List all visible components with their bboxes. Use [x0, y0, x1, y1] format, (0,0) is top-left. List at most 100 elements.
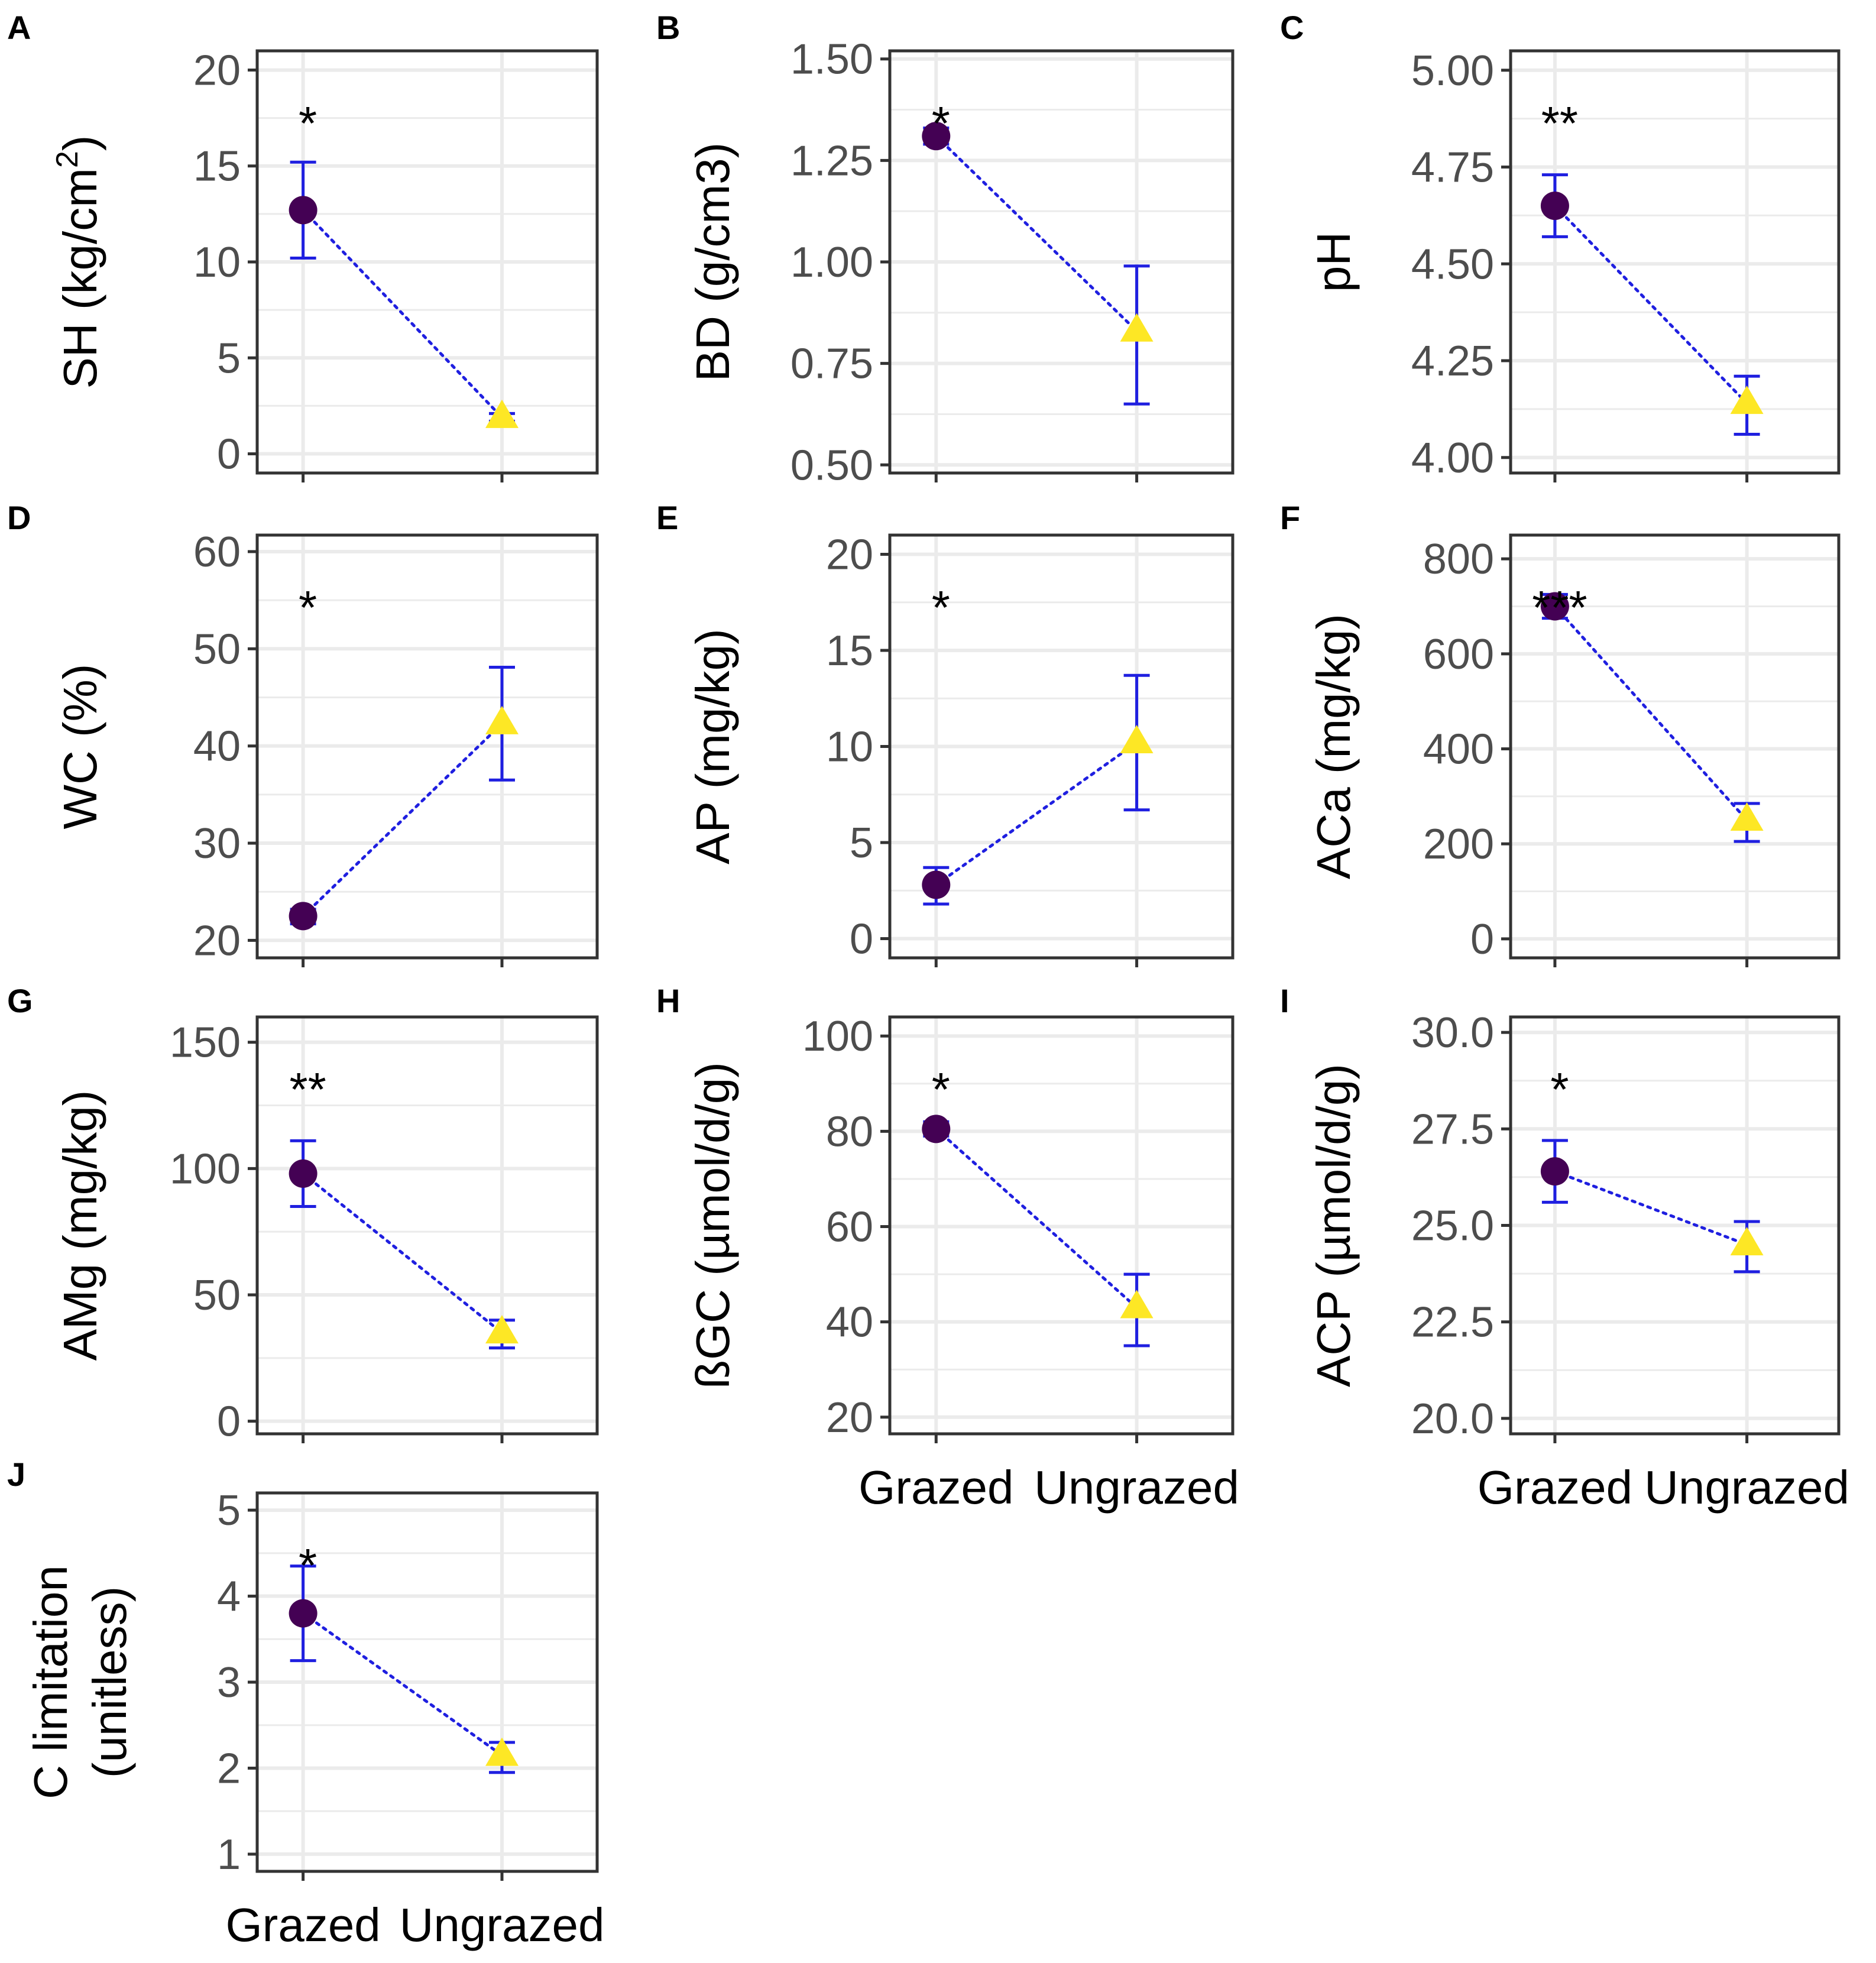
- y-axis-title-superscript: 2: [50, 151, 85, 168]
- y-tick-label: 15: [826, 627, 873, 675]
- significance-label: *: [299, 1539, 317, 1592]
- y-tick-label: 50: [193, 626, 241, 673]
- y-tick-label: 0.50: [790, 442, 873, 489]
- panel-c: 4.00 4.25 4.50 4.75 5.00 pH C **: [1280, 9, 1841, 482]
- y-tick-label: 20: [826, 1394, 873, 1442]
- panel-letter: D: [7, 499, 31, 536]
- plot-background: [1511, 51, 1839, 473]
- point-ungrazed: [1730, 386, 1764, 414]
- y-axis-title: BD (g/cm3): [686, 142, 739, 382]
- panel-g: 0 50 100 150 AMg (mg/kg) G **: [7, 982, 599, 1446]
- point-grazed: [289, 1159, 317, 1188]
- connector-line: [302, 1172, 504, 1334]
- significance-label: *: [932, 581, 950, 634]
- y-tick-label: 4.50: [1411, 241, 1494, 288]
- y-tick-label: 4.75: [1411, 144, 1494, 192]
- y-tick-label: 60: [826, 1204, 873, 1251]
- point-grazed: [289, 1599, 317, 1628]
- panel-b: 0.50 0.75 1.00 1.25 1.50 BD (g/cm3) B *: [656, 9, 1235, 489]
- point-grazed: [922, 870, 951, 899]
- y-tick-label: 1.00: [790, 239, 873, 286]
- panel-j: 1 2 3 4 5 Grazed Ungrazed C limitation (unitless…: [7, 1456, 604, 1951]
- y-axis-title: pH: [1307, 232, 1360, 292]
- y-tick-label: 30.0: [1411, 1009, 1494, 1057]
- y-axis-title: AMg (mg/kg): [54, 1090, 106, 1361]
- panel-border: [255, 1491, 599, 1873]
- significance-label: **: [289, 1063, 326, 1116]
- connector-line: [934, 741, 1139, 886]
- point-grazed: [922, 122, 951, 151]
- connector-line: [1553, 1170, 1749, 1246]
- y-tick-label: 4.25: [1411, 338, 1494, 385]
- connector-line: [302, 722, 504, 918]
- y-axis-title: ACP (µmol/d/g): [1307, 1064, 1360, 1387]
- panel-letter: A: [7, 9, 31, 46]
- point-ungrazed: [485, 1315, 519, 1344]
- y-axis-title-main: SH (kg/cm: [54, 168, 106, 388]
- connector-line: [934, 1127, 1139, 1309]
- y-tick-label: 27.5: [1411, 1106, 1494, 1153]
- significance-label: *: [932, 1063, 950, 1116]
- significance-label: *: [299, 97, 317, 150]
- y-tick-label: 1: [217, 1831, 241, 1878]
- panel-border: [888, 49, 1235, 475]
- panel-letter: J: [7, 1456, 25, 1493]
- panel-d: 20 30 40 50 60 WC (%) D *: [7, 499, 599, 967]
- y-tick-label: 20: [193, 47, 241, 94]
- plot-background: [257, 1017, 597, 1434]
- y-tick-label: 600: [1423, 631, 1494, 678]
- connector-line: [302, 1612, 504, 1757]
- panel-border: [255, 1015, 599, 1436]
- y-tick-label: 10: [193, 239, 241, 286]
- panel-letter: G: [7, 982, 33, 1019]
- point-ungrazed: [485, 705, 519, 734]
- panel-letter: C: [1280, 9, 1304, 46]
- panel-border: [1509, 49, 1841, 475]
- panel-h: 20 40 60 80 100 Grazed Ungrazed ßGC (µmol/d/g) H…: [656, 982, 1239, 1514]
- y-axis-title: SH (kg/cm2): [50, 135, 106, 389]
- point-grazed: [1540, 1157, 1569, 1186]
- x-tick-label-grazed: Grazed: [1478, 1461, 1632, 1514]
- y-tick-label: 100: [170, 1145, 241, 1193]
- connector-line: [934, 134, 1139, 333]
- y-tick-label: 800: [1423, 536, 1494, 583]
- significance-label: ***: [1532, 581, 1587, 634]
- point-grazed: [1540, 592, 1569, 621]
- y-tick-label: 20: [826, 532, 873, 579]
- y-tick-label: 4.00: [1411, 435, 1494, 482]
- y-tick-label: 0: [850, 916, 873, 963]
- y-tick-label: 1.50: [790, 36, 873, 83]
- y-tick-label: 60: [193, 529, 241, 576]
- point-ungrazed: [1730, 802, 1764, 831]
- connector-line: [1553, 605, 1749, 822]
- point-ungrazed: [1120, 725, 1154, 753]
- y-axis-title: ACa (mg/kg): [1307, 614, 1360, 879]
- y-tick-label: 100: [802, 1013, 873, 1060]
- x-tick-label-ungrazed: Ungrazed: [400, 1899, 605, 1951]
- y-tick-label: 0: [1470, 916, 1494, 963]
- point-grazed: [922, 1115, 951, 1144]
- point-ungrazed: [485, 399, 519, 428]
- panel-letter: E: [656, 499, 678, 536]
- significance-label: *: [932, 97, 950, 150]
- y-tick-label: 400: [1423, 726, 1494, 773]
- point-ungrazed: [1120, 313, 1154, 342]
- x-tick-label-ungrazed: Ungrazed: [1034, 1461, 1239, 1514]
- y-axis-title: ßGC (µmol/d/g): [686, 1062, 739, 1389]
- y-tick-label: 3: [217, 1659, 241, 1706]
- x-tick-label-grazed: Grazed: [858, 1461, 1013, 1514]
- panel-e: 0 5 10 15 20 AP (mg/kg) E *: [656, 499, 1235, 967]
- y-tick-label: 10: [826, 724, 873, 771]
- y-tick-label: 0: [217, 1398, 241, 1446]
- panel-i: 20.0 22.5 25.0 27.5 30.0 Grazed Ungrazed ACP (µ…: [1280, 982, 1849, 1514]
- y-tick-label: 5: [217, 335, 241, 382]
- connector-line: [302, 208, 504, 419]
- significance-label: *: [1550, 1063, 1569, 1116]
- panel-f: 0 200 400 600 800 ACa (mg/kg) F ***: [1280, 499, 1841, 967]
- y-tick-label: 40: [193, 723, 241, 770]
- y-tick-label: 80: [826, 1108, 873, 1155]
- panel-letter: I: [1280, 982, 1289, 1019]
- y-tick-label: 2: [217, 1745, 241, 1792]
- panel-letter: H: [656, 982, 680, 1019]
- y-axis-title: (unitless): [83, 1586, 136, 1779]
